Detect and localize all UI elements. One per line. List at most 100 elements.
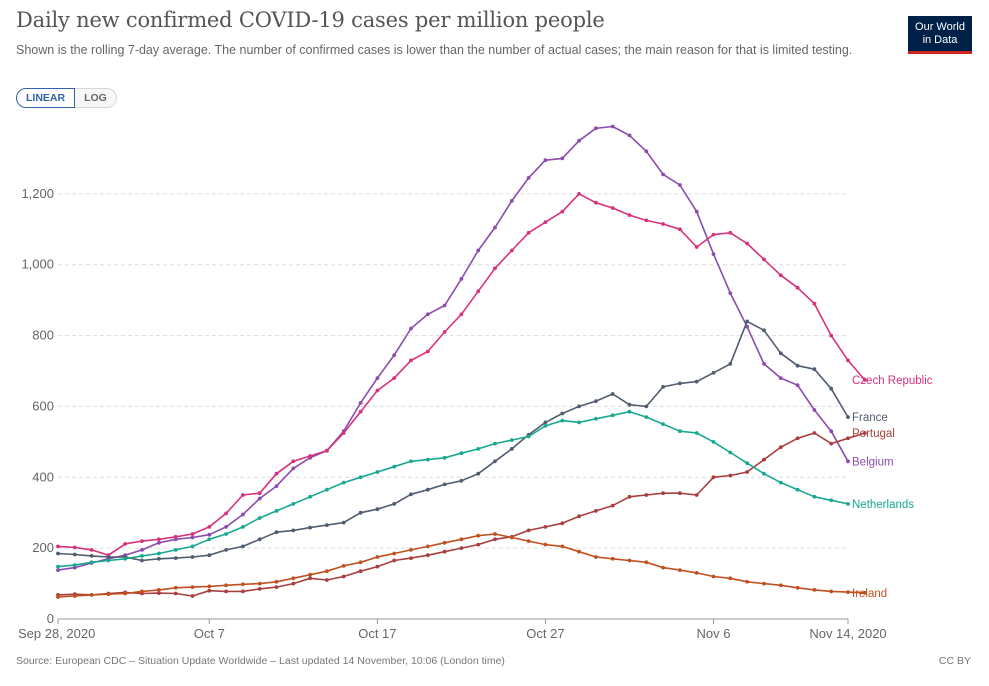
data-point [694,209,699,214]
data-point [795,285,800,290]
data-point [341,480,346,485]
data-point [190,535,195,540]
data-point [610,413,615,418]
data-point [577,514,581,519]
series-label: Portugal [852,428,895,440]
data-point [526,230,531,235]
data-point [89,548,94,552]
data-point [459,546,464,550]
data-point [728,362,733,366]
data-point [409,358,413,363]
data-point [526,539,531,543]
data-point [190,555,195,559]
data-point [812,431,817,435]
data-point [442,540,447,545]
data-point [678,381,682,386]
data-point [442,455,447,460]
data-point [409,492,413,497]
linear-scale-button[interactable]: LINEAR [16,88,76,108]
data-point [728,450,733,455]
series-label: Ireland [852,588,887,600]
data-point [728,576,733,581]
data-point [610,124,615,129]
data-point [762,471,766,476]
data-point [694,493,699,497]
data-point [560,544,565,549]
y-tick-label: 600 [32,398,54,413]
data-point [375,376,380,380]
data-point [291,459,296,464]
data-point [694,379,699,384]
data-point [644,493,649,497]
data-point [358,569,363,574]
data-point [678,491,682,496]
data-point [56,568,60,572]
data-point [812,367,817,372]
data-point [829,333,834,338]
data-point [678,568,682,572]
data-point [812,301,817,306]
data-point [72,563,77,567]
data-point [241,544,245,549]
data-point [795,383,800,388]
license-label[interactable]: CC BY [938,655,971,667]
data-point [711,252,716,256]
data-point [241,589,245,594]
data-point [627,409,632,414]
data-point [560,521,565,526]
owid-logo[interactable]: Our World in Data [908,16,972,54]
data-point [257,581,262,586]
data-point [358,401,363,405]
chart-subtitle: Shown is the rolling 7-day average. The … [16,43,853,57]
source-note[interactable]: Source: European CDC – Situation Update … [16,655,505,667]
data-point [745,579,749,584]
data-point [745,319,749,324]
data-point [173,534,178,539]
data-point [493,441,497,446]
log-scale-button[interactable]: LOG [75,88,117,108]
data-point [509,535,514,540]
data-point [207,553,212,558]
data-point [325,578,329,582]
data-point [644,415,649,419]
data-point [829,498,834,503]
data-point [762,581,766,586]
data-point [745,241,749,246]
data-point [442,549,447,554]
data-point [291,502,296,506]
data-point [140,554,144,558]
data-point [241,582,245,587]
data-point [577,138,581,143]
data-point [392,558,397,563]
data-point [308,572,312,577]
data-point [358,510,363,515]
x-tick-label: Nov 14, 2020 [809,626,886,641]
data-point [425,544,430,549]
data-point [543,525,548,529]
data-point [560,156,565,161]
logo-line-2: in Data [922,34,958,46]
data-point [207,537,212,542]
data-point [325,569,329,574]
data-point [543,158,548,163]
data-point [375,555,380,559]
data-point [694,431,699,435]
data-point [577,420,581,425]
data-point [829,386,834,391]
data-point [678,183,682,187]
data-point [493,532,497,536]
data-point [812,408,817,412]
x-tick-label: Oct 7 [194,626,225,641]
data-point [375,564,380,569]
data-point [610,503,615,508]
data-point [140,558,144,563]
data-point [56,564,60,569]
data-point [173,585,178,590]
data-point [594,509,598,513]
data-point [106,558,111,563]
data-point [241,525,245,529]
data-point [257,496,262,501]
data-point [543,420,548,425]
data-point [610,556,615,561]
